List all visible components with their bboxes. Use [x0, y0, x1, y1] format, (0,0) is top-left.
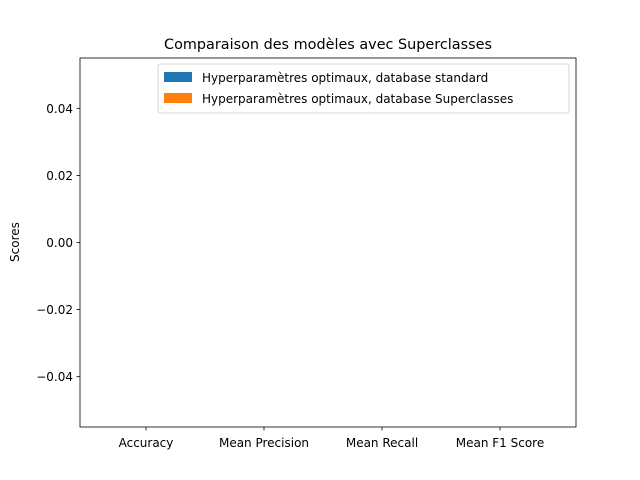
plot-frame: [79, 57, 577, 428]
legend-swatch-2: [164, 93, 192, 103]
y-axis-ticks: −0.04 −0.02 0.00 0.02 0.04: [36, 102, 80, 384]
legend-label-2: Hyperparamètres optimaux, database Super…: [202, 92, 513, 106]
y-axis-label: Scores: [8, 222, 22, 262]
legend: Hyperparamètres optimaux, database stand…: [157, 63, 570, 114]
y-tick-label: −0.04: [36, 370, 73, 384]
y-tick-label: 0.02: [46, 169, 73, 183]
legend-label-1: Hyperparamètres optimaux, database stand…: [202, 71, 488, 85]
legend-box: [157, 63, 570, 114]
y-tick-label: 0.04: [46, 102, 73, 116]
x-axis-ticks: Accuracy Mean Precision Mean Recall Mean F1…: [119, 427, 544, 450]
x-tick-label: Mean Precision: [219, 436, 309, 450]
x-tick-label: Mean F1 Score: [456, 436, 544, 450]
chart-title: Comparaison des modèles avec Superclasse…: [164, 37, 492, 53]
x-tick-label: Accuracy: [119, 436, 174, 450]
legend-swatch-1: [164, 72, 192, 82]
y-tick-label: 0.00: [46, 236, 73, 250]
x-tick-label: Mean Recall: [346, 436, 418, 450]
y-tick-label: −0.02: [36, 303, 73, 317]
